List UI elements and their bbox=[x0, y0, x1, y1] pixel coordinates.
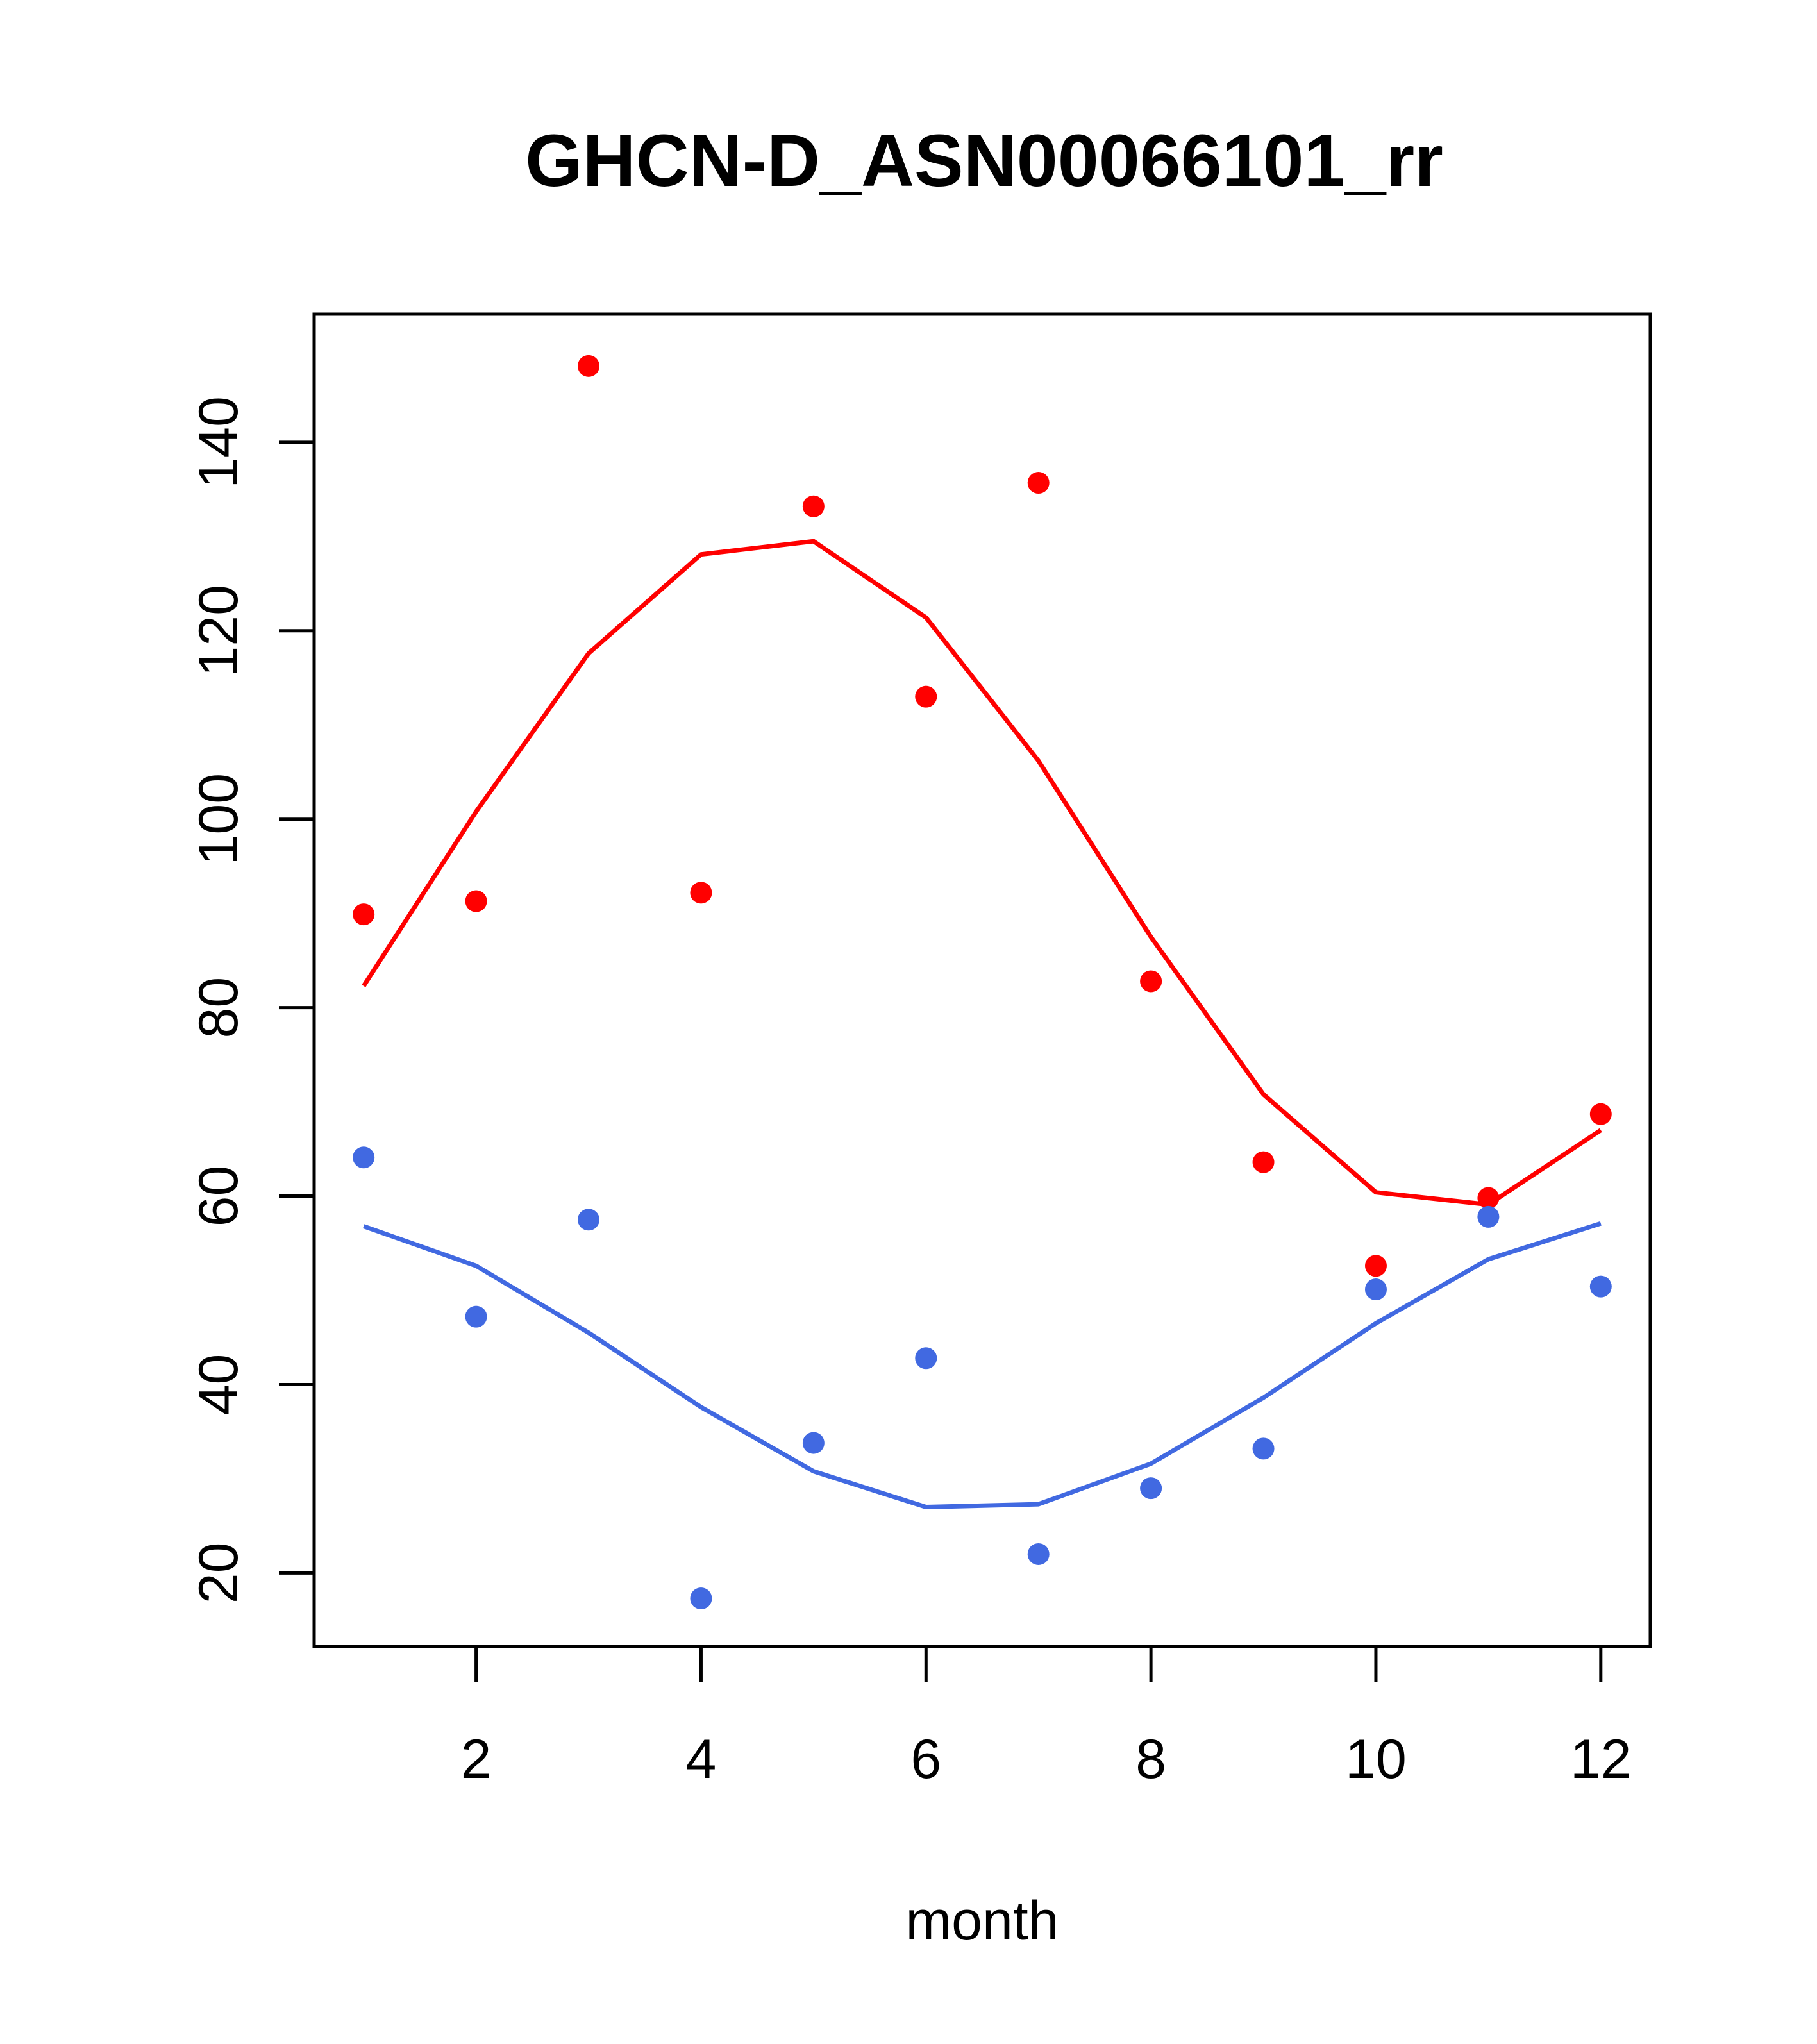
x-tick-label-12: 12 bbox=[1570, 1729, 1632, 1790]
series-1-point-7 bbox=[1027, 1543, 1050, 1565]
chart-title: GHCN-D_ASN00066101_rr bbox=[525, 120, 1443, 202]
plot-series bbox=[353, 355, 1612, 1610]
x-tick-label-8: 8 bbox=[1135, 1729, 1166, 1790]
series-0-point-11 bbox=[1477, 1187, 1500, 1209]
series-1-point-12 bbox=[1589, 1275, 1612, 1298]
series-0-point-6 bbox=[915, 685, 937, 708]
series-0-point-1 bbox=[353, 903, 375, 926]
axis-ticks: 2 4 6 8 10 12 20 40 60 80 100 120 140 bbox=[188, 396, 1632, 1790]
series-0-point-12 bbox=[1589, 1103, 1612, 1125]
x-axis-label: month bbox=[905, 1890, 1059, 1952]
series-0-point-4 bbox=[690, 882, 712, 904]
series-1-point-2 bbox=[465, 1305, 487, 1328]
series-1-point-1 bbox=[353, 1146, 375, 1169]
series-1-point-11 bbox=[1477, 1205, 1500, 1228]
y-tick-label-120: 120 bbox=[188, 585, 249, 677]
series-0-point-2 bbox=[465, 890, 487, 912]
x-tick-label-2: 2 bbox=[461, 1729, 492, 1790]
series-0-point-10 bbox=[1364, 1255, 1387, 1277]
series-0-point-3 bbox=[578, 355, 600, 377]
x-tick-label-6: 6 bbox=[910, 1729, 941, 1790]
series-1-point-6 bbox=[915, 1347, 937, 1370]
y-tick-label-60: 60 bbox=[188, 1166, 249, 1227]
y-tick-label-80: 80 bbox=[188, 977, 249, 1039]
y-tick-label-20: 20 bbox=[188, 1543, 249, 1604]
series-1-point-8 bbox=[1140, 1477, 1162, 1500]
x-tick-label-10: 10 bbox=[1345, 1729, 1407, 1790]
series-0-point-5 bbox=[802, 495, 825, 517]
x-tick-label-4: 4 bbox=[686, 1729, 717, 1790]
series-0-point-9 bbox=[1252, 1151, 1275, 1173]
series-1-point-4 bbox=[690, 1587, 712, 1610]
y-tick-label-140: 140 bbox=[188, 396, 249, 489]
series-1-point-5 bbox=[802, 1432, 825, 1454]
series-1-point-3 bbox=[578, 1209, 600, 1231]
y-tick-label-100: 100 bbox=[188, 773, 249, 866]
series-0-fit-line bbox=[362, 539, 1602, 1207]
series-0-point-7 bbox=[1027, 472, 1050, 494]
series-0-point-8 bbox=[1140, 970, 1162, 993]
y-tick-label-40: 40 bbox=[188, 1354, 249, 1416]
series-0 bbox=[353, 355, 1612, 1277]
plot-frame bbox=[312, 312, 1652, 1648]
series-1 bbox=[353, 1146, 1612, 1610]
series-1-fit-line bbox=[363, 1221, 1602, 1509]
series-1-point-10 bbox=[1364, 1278, 1387, 1301]
series-1-point-9 bbox=[1252, 1437, 1275, 1460]
